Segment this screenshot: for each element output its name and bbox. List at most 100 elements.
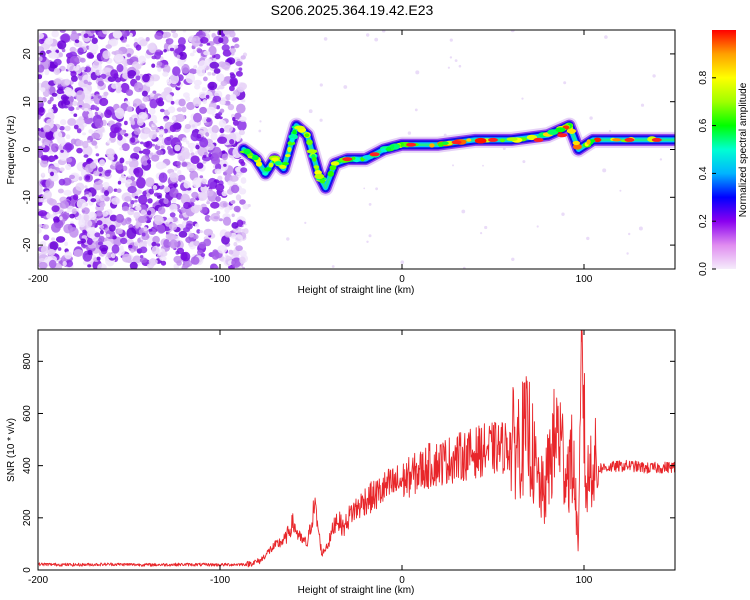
noise-blob bbox=[206, 118, 212, 123]
noise-blob bbox=[163, 49, 167, 53]
noise-blob bbox=[136, 177, 146, 189]
noise-blob bbox=[211, 157, 221, 165]
noise-blob bbox=[181, 63, 190, 74]
snr-ytick-label: 200 bbox=[22, 509, 33, 526]
ridge-blob bbox=[290, 137, 295, 143]
noise-blob bbox=[219, 127, 225, 134]
noise-blob bbox=[69, 46, 77, 53]
ridge-blob bbox=[438, 142, 444, 147]
noise-blob bbox=[191, 35, 201, 47]
noise-speck bbox=[366, 33, 370, 37]
ridge-blob bbox=[263, 167, 272, 172]
noise-blob bbox=[75, 182, 85, 191]
noise-speck bbox=[561, 212, 565, 216]
noise-blob bbox=[206, 143, 212, 147]
noise-blob bbox=[165, 38, 174, 45]
noise-blob bbox=[82, 132, 87, 136]
noise-blob bbox=[47, 99, 52, 105]
noise-blob bbox=[38, 224, 43, 228]
noise-blob bbox=[229, 175, 239, 182]
noise-blob bbox=[88, 129, 94, 134]
noise-blob bbox=[69, 227, 79, 238]
noise-blob bbox=[66, 62, 75, 72]
noise-blob bbox=[88, 192, 92, 197]
noise-speck bbox=[400, 260, 405, 265]
noise-blob bbox=[156, 149, 164, 156]
noise-blob bbox=[95, 153, 100, 157]
ridge-blob bbox=[285, 154, 291, 158]
noise-blob bbox=[186, 101, 195, 111]
noise-blob bbox=[57, 188, 64, 194]
noise-speck bbox=[659, 158, 663, 161]
noise-blob bbox=[229, 85, 235, 92]
noise-blob bbox=[201, 87, 207, 92]
noise-blob bbox=[46, 197, 54, 205]
noise-speck bbox=[449, 56, 453, 59]
noise-speck bbox=[563, 81, 567, 85]
noise-blob bbox=[79, 57, 86, 63]
noise-blob bbox=[208, 153, 212, 157]
noise-blob bbox=[91, 132, 101, 140]
noise-blob bbox=[99, 97, 109, 107]
noise-blob bbox=[115, 161, 123, 171]
noise-blob bbox=[82, 110, 90, 119]
noise-blob bbox=[152, 119, 158, 124]
colorbar-label: Normalized spectral amplitude bbox=[738, 82, 749, 217]
noise-blob bbox=[233, 241, 238, 247]
noise-blob bbox=[142, 73, 150, 83]
noise-blob bbox=[219, 108, 225, 114]
noise-blob bbox=[69, 213, 75, 219]
noise-blob bbox=[93, 170, 100, 177]
noise-blob bbox=[181, 106, 187, 113]
noise-blob bbox=[140, 133, 148, 140]
noise-blob bbox=[196, 66, 206, 77]
noise-blob bbox=[229, 30, 236, 38]
noise-blob bbox=[53, 58, 62, 66]
noise-blob bbox=[60, 33, 71, 43]
noise-blob bbox=[220, 61, 231, 70]
noise-blob bbox=[235, 70, 243, 77]
noise-blob bbox=[111, 83, 118, 89]
noise-blob bbox=[175, 113, 186, 123]
noise-blob bbox=[223, 124, 233, 133]
noise-blob bbox=[169, 212, 176, 218]
noise-blob bbox=[177, 58, 185, 67]
noise-blob bbox=[78, 105, 83, 108]
noise-blob bbox=[99, 229, 104, 235]
noise-blob bbox=[137, 215, 148, 224]
noise-blob bbox=[156, 141, 162, 147]
noise-blob bbox=[184, 260, 193, 267]
noise-blob bbox=[198, 191, 208, 201]
noise-blob bbox=[221, 190, 228, 197]
noise-blob bbox=[213, 68, 221, 74]
noise-blob bbox=[205, 132, 210, 137]
noise-speck bbox=[331, 265, 335, 268]
colorbar-tick-label: 0.0 bbox=[698, 262, 709, 276]
noise-blob bbox=[116, 188, 122, 193]
noise-blob bbox=[229, 72, 235, 76]
spectrogram-ytick-label: 20 bbox=[22, 48, 33, 60]
noise-blob bbox=[126, 227, 137, 240]
noise-blob bbox=[87, 249, 93, 256]
noise-blob bbox=[133, 127, 141, 135]
ridge-blob bbox=[281, 162, 290, 166]
noise-blob bbox=[203, 76, 208, 82]
noise-blob bbox=[241, 266, 245, 269]
noise-speck bbox=[368, 203, 372, 206]
noise-blob bbox=[41, 145, 46, 148]
noise-blob bbox=[159, 50, 164, 56]
noise-blob bbox=[218, 119, 227, 128]
noise-blob bbox=[61, 48, 66, 53]
noise-blob bbox=[158, 172, 168, 183]
noise-speck bbox=[604, 35, 608, 39]
noise-blob bbox=[91, 213, 96, 217]
noise-blob bbox=[91, 37, 98, 44]
noise-speck bbox=[521, 97, 524, 100]
noise-blob bbox=[114, 54, 124, 63]
noise-blob bbox=[152, 90, 157, 95]
noise-blob bbox=[135, 189, 142, 195]
noise-blob bbox=[104, 109, 112, 118]
noise-blob bbox=[129, 117, 133, 122]
noise-blob bbox=[224, 231, 232, 238]
